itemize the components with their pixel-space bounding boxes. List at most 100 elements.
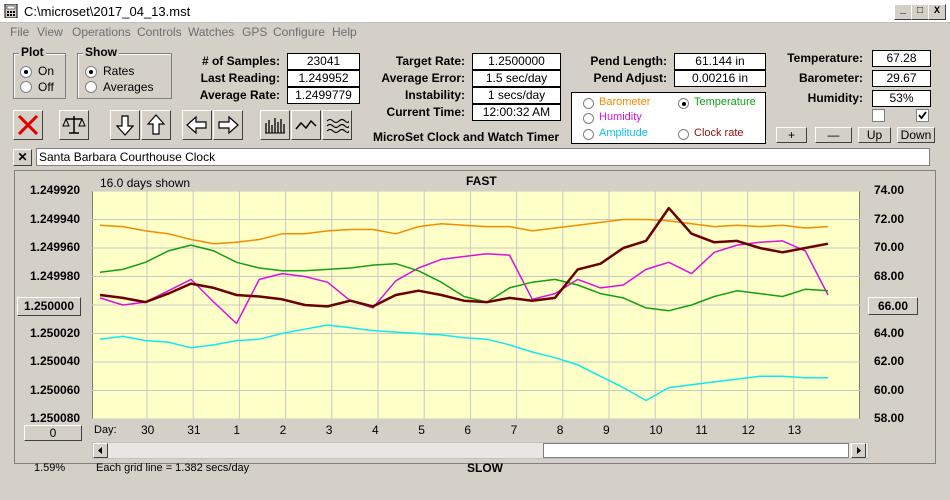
show-averages-radio[interactable] xyxy=(85,81,97,93)
fast-label: FAST xyxy=(466,174,497,188)
average-error-value: 1.5 sec/day xyxy=(472,70,561,87)
scroll-up-button[interactable]: Up xyxy=(858,127,891,143)
plot-off-label: Off xyxy=(38,80,54,94)
right-axis-tick: 74.00 xyxy=(874,183,905,197)
average-error-label: Average Error: xyxy=(381,71,465,85)
arrow-up-icon xyxy=(146,114,166,135)
current-time-value: 12:00:32 AM xyxy=(472,104,561,121)
move-left-button[interactable] xyxy=(182,110,212,140)
maximize-button[interactable]: □ xyxy=(911,4,929,20)
center-sensor-button[interactable]: 66.00 xyxy=(868,297,918,315)
move-right-button[interactable] xyxy=(213,110,243,140)
scale-minus-button[interactable]: — xyxy=(815,127,852,143)
checkbox-right[interactable] xyxy=(916,109,929,122)
checkmark-icon xyxy=(918,111,927,120)
sensor-select-group: Barometer Temperature Humidity Amplitude… xyxy=(571,92,766,144)
day-tick: 4 xyxy=(372,423,379,437)
barometer-radio[interactable] xyxy=(583,98,594,109)
right-axis-tick: 60.00 xyxy=(874,382,905,397)
day-tick: 7 xyxy=(510,423,518,437)
last-reading-value: 1.249952 xyxy=(287,70,360,87)
target-rate-label: Target Rate: xyxy=(395,54,465,68)
scroll-left-arrow[interactable] xyxy=(93,443,108,458)
move-up-button[interactable] xyxy=(141,110,171,140)
percent-label: 1.59% xyxy=(34,462,66,474)
checkbox-left[interactable] xyxy=(872,109,885,122)
left-axis-tick: 1.250060 xyxy=(30,382,81,397)
humidity-radio[interactable] xyxy=(583,113,594,124)
stop-button[interactable] xyxy=(13,110,43,140)
temperature-value: 67.28 xyxy=(872,50,931,67)
instability-value: 1 secs/day xyxy=(472,87,561,104)
balance-button[interactable] xyxy=(59,110,89,140)
temperature-radio[interactable] xyxy=(678,98,689,109)
right-axis-tick: 68.00 xyxy=(874,268,905,283)
series-line-barometer xyxy=(99,218,829,245)
center-rate-button[interactable]: 1.250000 xyxy=(17,297,81,316)
last-reading-label: Last Reading: xyxy=(200,71,280,85)
menu-bar: File View Operations Controls Watches GP… xyxy=(0,23,950,41)
plot-on-radio[interactable] xyxy=(20,66,32,78)
left-axis-tick: 1.249940 xyxy=(30,211,81,226)
wave-lines-icon xyxy=(326,118,349,134)
wave-graph-button[interactable] xyxy=(322,110,352,140)
bar-graph-icon xyxy=(265,118,285,134)
menu-watches[interactable]: Watches xyxy=(188,25,235,39)
window-title: C:\microset\2017_04_13.mst xyxy=(24,4,191,19)
scroll-thumb[interactable] xyxy=(543,443,849,458)
slow-label: SLOW xyxy=(467,461,503,475)
horizontal-scrollbar[interactable] xyxy=(92,442,869,459)
grid-note: Each grid line = 1.382 secs/day xyxy=(96,462,250,474)
offset-button[interactable]: 0 xyxy=(24,425,82,441)
day-tick: 9 xyxy=(603,423,610,437)
left-axis-tick: 1.250040 xyxy=(30,354,81,368)
menu-operations[interactable]: Operations xyxy=(72,25,131,39)
triangle-left-icon xyxy=(98,447,102,454)
line-graph-icon xyxy=(295,119,317,130)
triangle-right-icon xyxy=(857,447,861,454)
clear-clock-button[interactable]: ✕ xyxy=(13,149,32,166)
arrow-left-icon xyxy=(186,115,207,135)
move-down-button[interactable] xyxy=(110,110,140,140)
app-name-label: MicroSet Clock and Watch Timer xyxy=(373,130,560,144)
show-rates-radio[interactable] xyxy=(85,66,97,78)
menu-gps[interactable]: GPS xyxy=(242,25,268,39)
pend-adjust-value: 0.00216 in xyxy=(674,70,766,87)
left-axis-tick: 1.249960 xyxy=(30,240,81,254)
clock-name-field[interactable] xyxy=(36,148,930,166)
amplitude-radio[interactable] xyxy=(583,129,594,140)
plot-area xyxy=(92,191,860,419)
scale-plus-button[interactable]: + xyxy=(776,127,807,143)
day-tick: 8 xyxy=(556,423,564,437)
show-rates-label: Rates xyxy=(103,64,135,78)
pend-length-value: 61.144 in xyxy=(674,53,766,70)
day-tick: 6 xyxy=(464,423,472,437)
left-axis-tick: 1.250080 xyxy=(30,411,81,425)
clock-rate-option-label: Clock rate xyxy=(694,127,744,139)
right-axis-tick: 64.00 xyxy=(874,325,905,340)
calculator-app-icon xyxy=(4,4,18,18)
menu-file[interactable]: File xyxy=(10,25,30,39)
day-tick: 31 xyxy=(187,423,201,437)
humidity-value: 53% xyxy=(872,90,931,107)
scroll-right-arrow[interactable] xyxy=(851,443,866,458)
menu-help[interactable]: Help xyxy=(332,25,357,39)
minimize-button[interactable]: _ xyxy=(894,4,912,20)
balance-scale-icon xyxy=(62,116,86,134)
plot-off-radio[interactable] xyxy=(20,81,32,93)
menu-view[interactable]: View xyxy=(37,25,63,39)
day-tick: 2 xyxy=(279,423,287,437)
clock-rate-radio[interactable] xyxy=(678,129,689,140)
humidity-option-label: Humidity xyxy=(599,111,642,123)
menu-controls[interactable]: Controls xyxy=(137,25,182,39)
scroll-down-button[interactable]: Down xyxy=(897,127,935,143)
line-graph-button[interactable] xyxy=(291,110,321,140)
barometer-value: 29.67 xyxy=(872,70,931,87)
current-time-label: Current Time: xyxy=(386,105,465,119)
close-window-button[interactable]: X xyxy=(928,4,946,20)
bar-graph-button[interactable] xyxy=(260,110,290,140)
amplitude-option-label: Amplitude xyxy=(599,127,648,139)
menu-configure[interactable]: Configure xyxy=(273,25,326,39)
right-axis-tick: 58.00 xyxy=(874,411,905,425)
day-tick: 30 xyxy=(141,423,155,437)
